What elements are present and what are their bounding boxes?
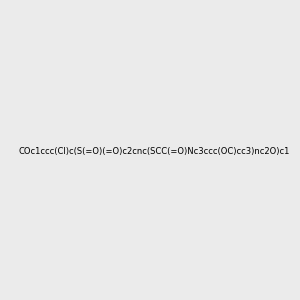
Text: COc1ccc(Cl)c(S(=O)(=O)c2cnc(SCC(=O)Nc3ccc(OC)cc3)nc2O)c1: COc1ccc(Cl)c(S(=O)(=O)c2cnc(SCC(=O)Nc3cc…: [18, 147, 290, 156]
